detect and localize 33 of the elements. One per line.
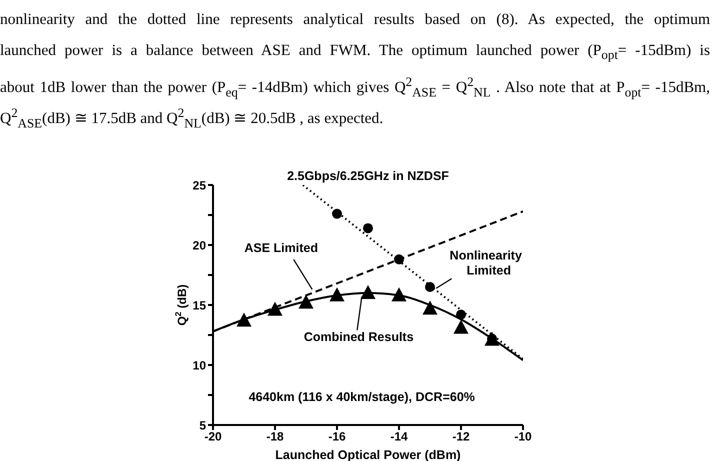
y-tick-label: 10 <box>192 358 206 372</box>
x-tick-label: -12 <box>452 430 470 444</box>
chart-title: 2.5Gbps/6.25GHz in NZDSF <box>287 169 450 183</box>
point <box>456 310 466 320</box>
y-tick-label: 20 <box>192 238 206 252</box>
point <box>360 285 376 299</box>
point <box>394 254 404 264</box>
annotation: 4640km (116 x 40km/stage), DCR=60% <box>248 390 475 404</box>
text: Q$^{2}$$_{ASE}$(dB) ≅ 17.5dB and Q$^{2}$$_{NL}$(dB) ≅ 20.5dB , as expected. <box>0 105 384 130</box>
y-tick-label: 5 <box>199 418 206 432</box>
y-tick-label: 25 <box>192 178 206 192</box>
point <box>425 282 435 292</box>
x-tick-label: -20 <box>204 430 222 444</box>
point <box>363 223 373 234</box>
point <box>392 287 406 302</box>
point <box>422 300 438 315</box>
x-tick-label: -18 <box>266 430 284 444</box>
x-tick-label: -14 <box>390 430 408 444</box>
text: launched power is a balance between ASE and FWM. The optimum launched power (P$_{opt}$= -15dBm) is <box>0 41 710 64</box>
y-tick-label: 15 <box>192 298 206 312</box>
point <box>330 287 344 302</box>
annotation: ASE Limited <box>244 241 318 256</box>
annotation: Nonlinearity Limited <box>450 248 522 278</box>
annotation: Combined Results <box>304 330 414 344</box>
x-tick-label: -16 <box>328 430 346 444</box>
text: nonlinearity and the dotted line represents analytical results based on (8). As expected, the optimum <box>0 10 710 30</box>
x-tick-label: -10 <box>514 430 532 444</box>
point <box>298 294 314 309</box>
point <box>454 320 468 334</box>
point <box>332 208 342 219</box>
text: about 1dB lower than the power (P$_{eq}$= -14dBm) which gives Q$^{2}$$_{ASE}$ = Q$^{2}$$_{NL}$ . Also note that at P$_{opt}$= -15dBm, <box>0 74 710 100</box>
point <box>236 312 252 327</box>
point <box>268 302 282 316</box>
